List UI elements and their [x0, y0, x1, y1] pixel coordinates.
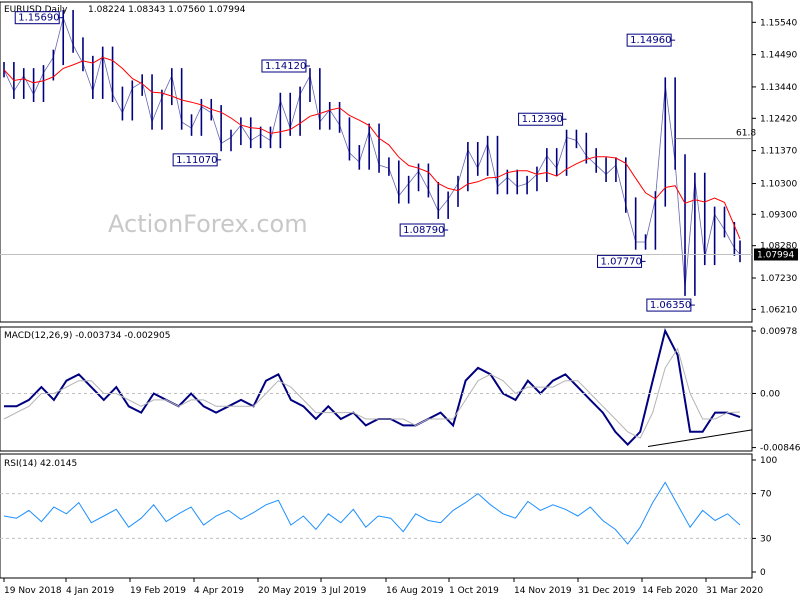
- x-tick-label: 14 Feb 2020: [642, 586, 698, 596]
- x-axis: 19 Nov 2018 4 Jan 2019 19 Feb 2019 4 Apr 20…: [3, 578, 763, 596]
- price-title: EURUSD,Daily: [4, 5, 68, 15]
- x-tick-label: 19 Nov 2018: [4, 586, 62, 596]
- x-tick-label: 31 Dec 2019: [578, 586, 636, 596]
- rsi-ytick-label: 0: [760, 568, 766, 578]
- price-label-text: 1.14120: [265, 61, 306, 72]
- price-line: [3, 16, 741, 289]
- x-tick-label: 19 Feb 2019: [130, 586, 186, 596]
- rsi-ytick-label: 70: [760, 490, 772, 500]
- rsi-ytick-label: 100: [760, 456, 777, 466]
- macd-trendline: [647, 429, 753, 448]
- macd-panel-frame: [0, 326, 753, 452]
- x-tick-label: 1 Oct 2019: [449, 586, 499, 596]
- x-tick-label: 14 Nov 2019: [514, 586, 572, 596]
- price-label-text: 1.12390: [522, 114, 563, 125]
- current-price-box: [754, 248, 798, 261]
- macd-title: MACD(12,26,9) -0.003734 -0.002905: [4, 331, 170, 341]
- price-ytick-label: 1.11370: [760, 147, 797, 157]
- rsi-panel: RSI(14) 42.0145 100 70 30 0: [0, 453, 777, 579]
- price-label-text: 1.14960: [630, 35, 671, 46]
- rsi-series-line: [3, 481, 741, 545]
- rsi-title: RSI(14) 42.0145: [4, 459, 77, 469]
- macd-series-signal: [3, 347, 741, 439]
- price-ytick-label: 1.09300: [760, 210, 797, 220]
- price-ohlc: 1.08224 1.08343 1.07560 1.07994: [88, 5, 246, 15]
- price-ytick-label: 1.15540: [760, 18, 797, 28]
- price-label-text: 1.11070: [176, 155, 217, 166]
- x-tick-label: 31 Mar 2020: [706, 586, 763, 596]
- current-price-label: 1.07994: [757, 250, 794, 260]
- price-label-text: 1.08790: [403, 225, 444, 236]
- price-label-text: 1.07770: [601, 256, 642, 267]
- macd-panel: MACD(12,26,9) -0.003734 -0.002905 0.0097…: [0, 326, 800, 454]
- price-ytick-label: 1.06210: [760, 305, 797, 315]
- price-label-text: 1.15690: [18, 13, 59, 24]
- fib-label: 61.8: [736, 129, 756, 139]
- moving-average-line: [3, 56, 741, 240]
- price-ytick-label: 1.14490: [760, 51, 797, 61]
- watermark: ActionForex.com: [108, 210, 308, 238]
- price-panel-frame: [0, 1, 753, 323]
- rsi-panel-frame: [0, 453, 753, 579]
- price-label-text: 1.06350: [650, 300, 691, 311]
- x-tick-label: 20 May 2019: [258, 586, 317, 596]
- macd-ytick-label: -0.008464: [760, 444, 800, 454]
- x-tick-label: 4 Jan 2019: [66, 586, 114, 596]
- x-tick-label: 16 Aug 2019: [386, 586, 444, 596]
- rsi-ytick-label: 30: [760, 534, 772, 544]
- price-ytick-label: 1.07230: [760, 274, 797, 284]
- price-ytick-label: 1.13440: [760, 83, 797, 93]
- price-panel: EURUSD,Daily 1.08224 1.08343 1.07560 1.0…: [0, 1, 798, 323]
- macd-ytick-label: 0.00978: [760, 327, 797, 337]
- price-ytick-label: 1.10300: [760, 180, 797, 190]
- macd-ytick-label: 0.00: [760, 389, 780, 399]
- x-tick-label: 4 Apr 2019: [194, 586, 244, 596]
- x-tick-label: 3 Jul 2019: [321, 586, 366, 596]
- macd-series-macd: [4, 327, 741, 447]
- price-ytick-label: 1.12420: [760, 114, 797, 124]
- price-ytick-label: 1.08280: [760, 242, 797, 252]
